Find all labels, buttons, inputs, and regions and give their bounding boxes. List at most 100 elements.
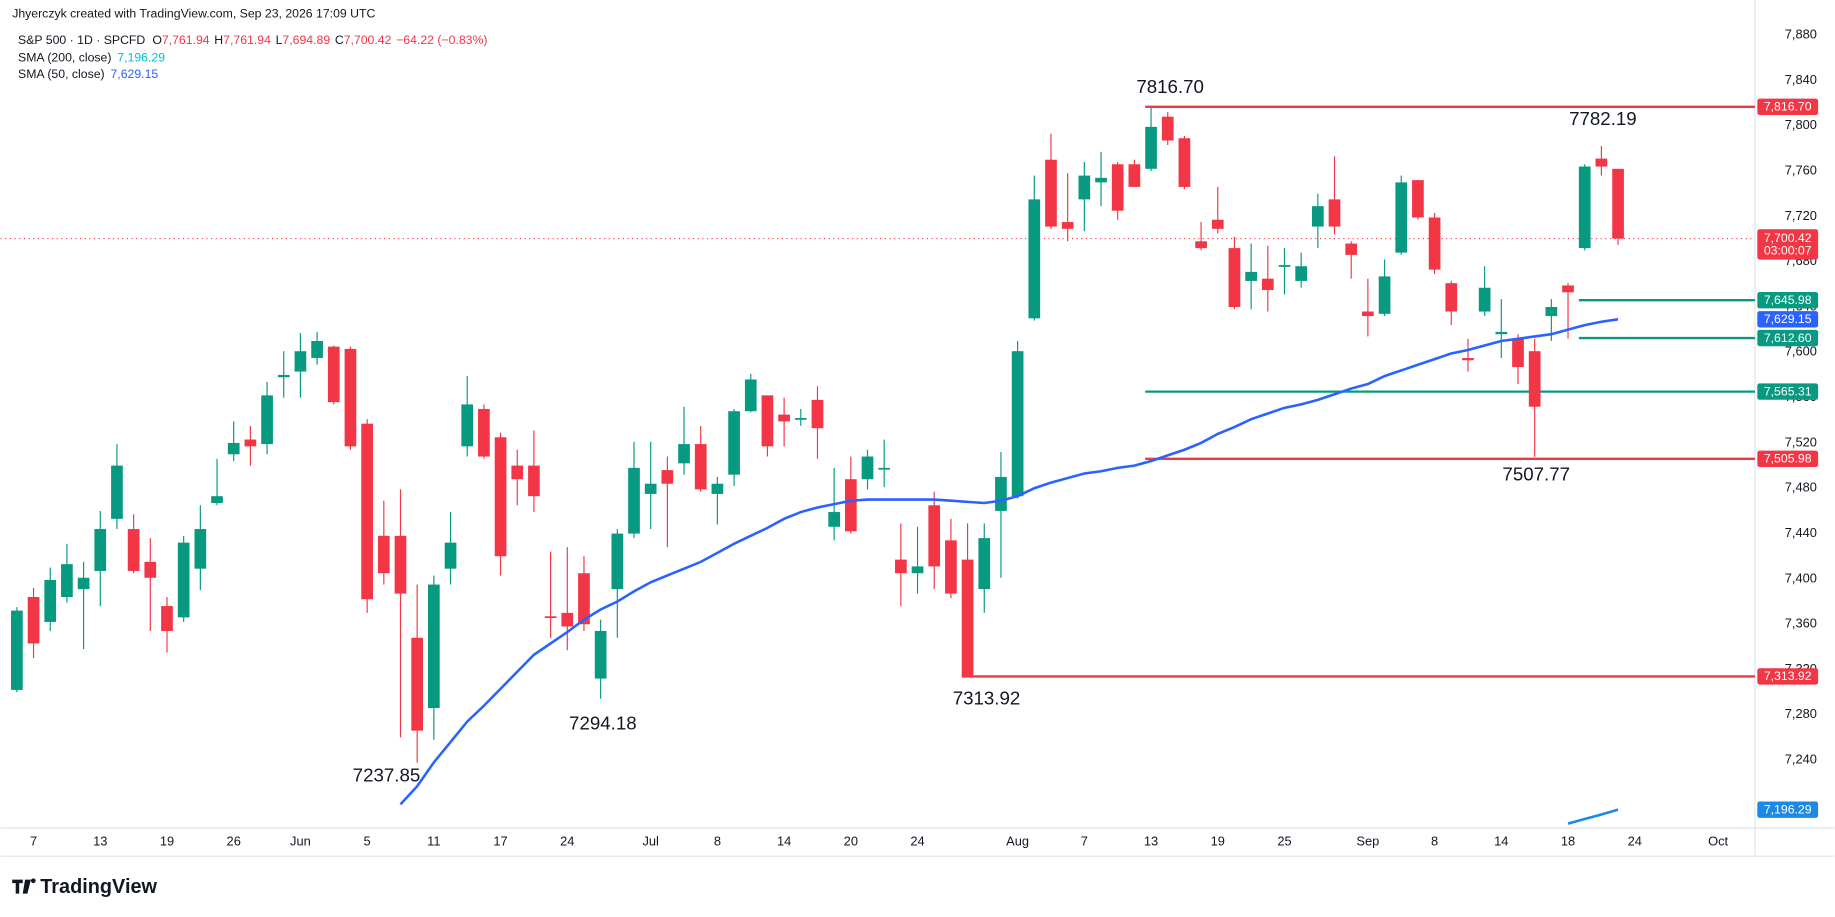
candle-body [444, 542, 457, 569]
candle-body [44, 580, 57, 622]
candle-body [1462, 357, 1474, 361]
legend-name: SMA (50, close) [18, 67, 105, 81]
candle-body [227, 442, 240, 455]
candle-body [261, 395, 273, 445]
y-tick-label: 7,600 [1785, 344, 1817, 359]
candle-body [811, 399, 824, 429]
ohlc-key: L [276, 33, 283, 47]
price-label: 7,816.70 [1764, 100, 1812, 114]
candle-body [911, 566, 924, 574]
candle-body [161, 606, 173, 631]
candle-body [61, 564, 73, 598]
candle-body [1228, 248, 1241, 308]
candle-body [11, 610, 23, 690]
ohlc-change: −64.22 (−0.83%) [396, 33, 487, 47]
overlay: 7,2407,2807,3207,3607,4007,4407,4807,520… [30, 27, 1819, 849]
candle-body [1245, 271, 1257, 281]
candle-body [1478, 287, 1491, 312]
candle-body [27, 597, 40, 644]
candle-body [1578, 166, 1591, 249]
legend-value: 7,629.15 [110, 67, 158, 81]
candle-body [1145, 126, 1157, 169]
candle-body [1362, 311, 1374, 317]
candle-body [94, 529, 107, 571]
ohlc-key: O [152, 33, 162, 47]
candle-body [127, 529, 140, 571]
sma50-legend: SMA (50, close) 7,629.15 [18, 67, 158, 81]
candle-body [928, 505, 941, 567]
candle-body [978, 538, 991, 590]
legend-name: SMA (200, close) [18, 51, 111, 65]
x-tick-label: 19 [1211, 834, 1225, 849]
candle-body [511, 465, 524, 480]
candle-body [294, 351, 307, 372]
y-tick-label: 7,280 [1785, 706, 1817, 721]
candle-body [1111, 164, 1124, 211]
candle-body [394, 535, 407, 594]
candle-body [1545, 307, 1558, 317]
candle-body [1562, 285, 1574, 293]
candle-body [1128, 164, 1141, 187]
candle-body [878, 467, 891, 470]
candle-body [1512, 338, 1524, 368]
candle-body [578, 573, 590, 625]
candle-body [794, 418, 807, 420]
logo-icon [12, 878, 36, 894]
candle-body [1178, 138, 1191, 187]
candle-body [428, 584, 440, 709]
y-tick-label: 7,840 [1785, 72, 1817, 87]
y-tick-label: 7,240 [1785, 752, 1817, 767]
last-price-label: 7,700.42 [1764, 231, 1812, 245]
candle-body [361, 423, 373, 600]
x-tick-label: 8 [1431, 834, 1438, 849]
x-tick-label: 7 [1081, 834, 1088, 849]
candle-body [778, 414, 790, 422]
y-tick-label: 7,520 [1785, 434, 1817, 449]
candle-body [711, 483, 724, 494]
symbol-line: S&P 500 · 1D · SPCFD O7,761.94 H7,761.94 L7… [18, 33, 487, 47]
x-tick-label: 25 [1277, 834, 1291, 849]
price-label-box [1757, 450, 1819, 468]
candle-body [561, 612, 574, 627]
candle-body [111, 465, 123, 519]
candle-body [77, 577, 90, 590]
x-tick-label: 26 [227, 834, 241, 849]
price-label: 7,645.98 [1764, 293, 1812, 307]
x-tick-label: Sep [1356, 834, 1379, 849]
candle-body [1278, 265, 1291, 267]
x-tick-label: Oct [1708, 834, 1728, 849]
x-tick-label: 8 [714, 834, 721, 849]
candle-body [1211, 219, 1224, 229]
x-tick-label: 7 [30, 834, 37, 849]
candle-body [961, 559, 974, 677]
countdown: 03:00:07 [1764, 244, 1812, 258]
x-tick-label: 14 [1494, 834, 1508, 849]
candle-body [327, 346, 340, 403]
candle-body [661, 470, 674, 484]
candle-body [895, 559, 907, 574]
candle-body [377, 535, 390, 574]
candle-body [1428, 217, 1441, 270]
candle-body [177, 542, 190, 618]
y-tick-label: 7,360 [1785, 616, 1817, 631]
x-tick-label: 14 [777, 834, 791, 849]
candle-body [494, 437, 507, 557]
candle-body [678, 444, 690, 464]
x-tick-label: 24 [1628, 834, 1642, 849]
price-label-box [1757, 98, 1819, 116]
x-tick-label: 17 [493, 834, 507, 849]
logo-text: TradingView [40, 876, 157, 898]
price-label: 7,505.98 [1764, 452, 1812, 466]
candle-body [344, 348, 357, 447]
ohlc-key: H [214, 33, 223, 47]
ohlc-value: 7,700.42 [344, 33, 392, 47]
candle-body [744, 379, 757, 412]
ohlc-key: C [335, 33, 344, 47]
candle-body [1345, 243, 1358, 255]
ohlc-value: 7,694.89 [282, 33, 330, 47]
candle-body [411, 637, 424, 731]
candle-body [1061, 222, 1074, 229]
last-price-box [1757, 229, 1819, 260]
price-label-box [1757, 329, 1819, 347]
